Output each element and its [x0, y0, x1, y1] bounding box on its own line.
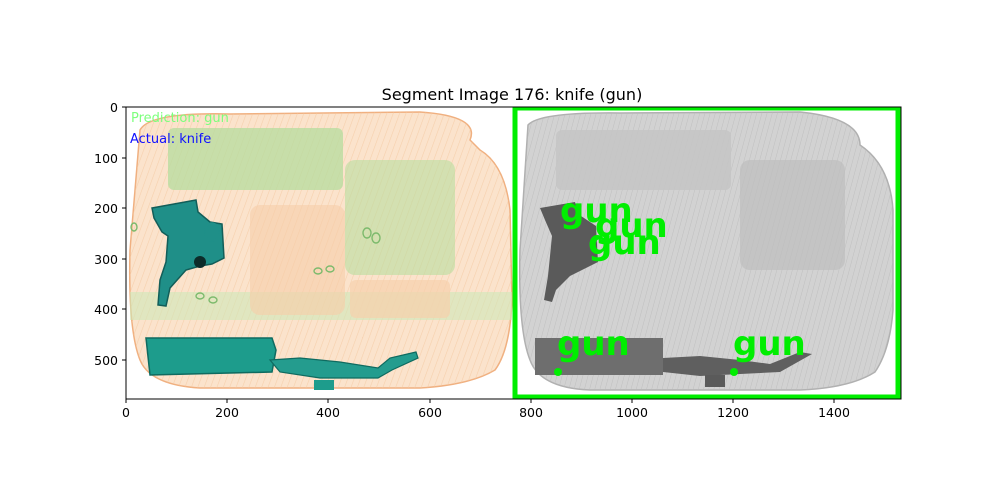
figure-title: Segment Image 176: knife (gun)	[382, 85, 643, 104]
detection-label: gun	[733, 324, 806, 364]
y-tick-label: 0	[110, 100, 118, 115]
axes-frame	[125, 106, 902, 400]
x-tick-label: 1000	[616, 405, 648, 420]
y-tick-label: 200	[94, 201, 118, 216]
x-tick-label: 400	[316, 405, 340, 420]
y-axis: 0 100 200 300 400 500	[94, 100, 126, 368]
detection-frame	[512, 107, 901, 399]
detection-label: gun	[557, 324, 630, 364]
detection-label: gun	[560, 191, 633, 231]
x-axis: 0 200 400 600 800 1000 1200 1400	[122, 399, 850, 420]
actual-label: Actual: knife	[130, 132, 211, 147]
x-tick-label: 600	[418, 405, 442, 420]
detection-label: gun	[595, 206, 668, 246]
detection-labels: gun gun gun gun gun	[557, 191, 806, 364]
image-area: Prediction: gun Actual: knife gun gun gu…	[126, 107, 901, 399]
xray-knife-shape	[145, 337, 277, 376]
xray-color-panel	[128, 111, 513, 390]
y-tick-label: 400	[94, 302, 118, 317]
y-tick-label: 300	[94, 252, 118, 267]
x-tick-label: 1400	[818, 405, 850, 420]
detection-label: gun	[588, 223, 661, 263]
x-tick-label: 200	[215, 405, 239, 420]
xray-gray-panel	[513, 107, 900, 399]
x-tick-label: 800	[519, 405, 543, 420]
x-tick-label: 0	[122, 405, 130, 420]
y-tick-label: 500	[94, 353, 118, 368]
x-tick-label: 1200	[717, 405, 749, 420]
y-tick-label: 100	[94, 151, 118, 166]
prediction-label: Prediction: gun	[131, 111, 229, 126]
